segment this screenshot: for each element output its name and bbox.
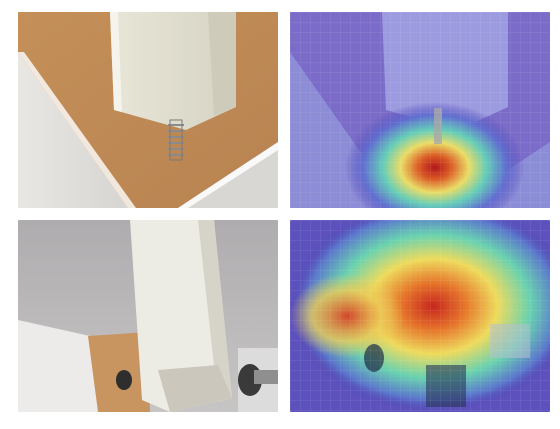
heatmap-image: [290, 220, 550, 412]
scene-image: [18, 220, 278, 412]
heatmap-bottom-right: [290, 220, 550, 412]
heatmap-top-right: [290, 12, 550, 208]
heatmap-image: [290, 12, 550, 208]
photo-bottom-left: [18, 220, 278, 412]
photo-top-left: [18, 12, 278, 208]
scene-image: [18, 12, 278, 208]
